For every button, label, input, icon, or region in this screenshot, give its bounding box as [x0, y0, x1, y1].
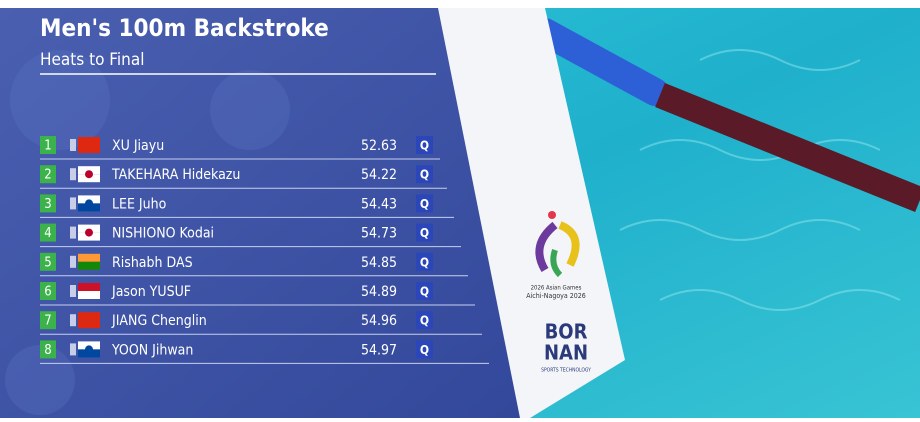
sponsor-tagline: SPORTS TECHNOLOGY	[541, 368, 591, 374]
qualifier: Q	[420, 255, 429, 269]
country-code	[70, 226, 76, 239]
games-logo-line2: Aichi-Nagoya 2026	[526, 292, 586, 300]
lane-rope-red	[655, 82, 920, 213]
sponsor-line1: BOR	[545, 320, 588, 344]
water-ripples	[619, 49, 901, 311]
athlete-name: JIANG Chenglin	[111, 313, 207, 329]
time: 54.97	[361, 342, 397, 358]
time: 54.73	[361, 226, 397, 242]
qualifier-box	[416, 311, 433, 330]
qualifier-box	[416, 165, 433, 184]
country-code	[70, 343, 76, 356]
flag-emblem	[85, 170, 93, 179]
time: 54.22	[361, 167, 397, 183]
results-list: 1 XU Jiayu 52.63 Q2 TAKEHARA Hidekazu 54.22 Q3…	[40, 136, 489, 364]
country-code	[70, 197, 76, 210]
rank-box	[40, 136, 56, 154]
rank: 4	[44, 226, 51, 241]
subtitle: Heats to Final	[40, 50, 144, 70]
rank-box	[40, 165, 56, 184]
country-code	[70, 168, 76, 181]
sponsor-logo: BOR NAN SPORTS TECHNOLOGY	[541, 320, 591, 374]
time: 52.63	[361, 138, 397, 154]
qualifier: Q	[420, 285, 429, 299]
flag-top	[78, 312, 100, 321]
rank: 1	[44, 139, 51, 154]
qualifier: Q	[420, 139, 429, 153]
result-row: 1 XU Jiayu 52.63 Q	[40, 136, 440, 160]
qualifier-box	[416, 340, 433, 359]
qualifier: Q	[420, 197, 429, 211]
result-row: 6 Jason YUSUF 54.89 Q	[40, 282, 475, 306]
rank-box	[40, 282, 56, 300]
flag-emblem	[85, 345, 93, 354]
result-row: 5 Rishabh DAS 54.85 Q	[40, 252, 468, 277]
time: 54.96	[361, 313, 397, 329]
time: 54.43	[361, 196, 397, 212]
panel-pattern	[5, 50, 290, 415]
flag-top	[78, 283, 100, 291]
athlete-name: Rishabh DAS	[112, 255, 193, 271]
athlete-name: TAKEHARA Hidekazu	[111, 167, 240, 183]
time: 54.89	[361, 284, 397, 300]
rank-box	[40, 311, 56, 330]
country-code	[70, 139, 76, 151]
athlete-name: YOON Jihwan	[111, 342, 193, 358]
flag-emblem	[85, 228, 93, 237]
flag-top	[78, 137, 100, 145]
rank-box	[40, 340, 56, 359]
rank: 6	[44, 285, 51, 300]
rank: 8	[44, 343, 51, 358]
athlete-name: Jason YUSUF	[111, 284, 191, 300]
results-panel	[0, 8, 520, 418]
athlete-name: XU Jiayu	[112, 138, 164, 154]
games-logo: 2026 Asian Games Aichi-Nagoya 2026	[526, 211, 586, 300]
qualifier-box	[416, 136, 433, 154]
rank: 2	[44, 168, 51, 183]
rank-box	[40, 223, 56, 242]
athlete-name: NISHIONO Kodai	[112, 226, 214, 242]
time: 54.85	[361, 255, 397, 271]
qualifier: Q	[420, 226, 429, 240]
flag-top	[78, 253, 100, 262]
rank: 5	[44, 255, 51, 270]
flag-bottom	[78, 261, 100, 270]
flag-bottom	[78, 145, 100, 153]
athlete-name: LEE Juho	[112, 196, 167, 212]
result-row: 7 JIANG Chenglin 54.96 Q	[40, 311, 482, 335]
qualifier: Q	[420, 343, 429, 357]
country-code	[70, 314, 76, 327]
qualifier-box	[416, 194, 433, 213]
result-row: 3 LEE Juho 54.43 Q	[40, 194, 454, 218]
qualifier: Q	[420, 314, 429, 328]
flag-emblem	[85, 199, 93, 208]
result-row: 8 YOON Jihwan 54.97 Q	[40, 340, 489, 364]
rank-box	[40, 194, 56, 213]
qualifier-box	[416, 252, 433, 271]
country-code	[70, 285, 76, 297]
lane-rope-blue	[531, 18, 669, 106]
rank-box	[40, 252, 56, 271]
rank: 3	[44, 197, 51, 212]
flag-bottom	[78, 320, 100, 329]
result-row: 2 TAKEHARA Hidekazu 54.22 Q	[40, 165, 447, 189]
sponsor-line2: NAN	[544, 341, 588, 365]
flag-bottom	[78, 291, 100, 299]
rank: 7	[44, 314, 51, 329]
qualifier-box	[416, 282, 433, 300]
result-row: 4 NISHIONO Kodai 54.73 Q	[40, 223, 461, 248]
qualifier-box	[416, 223, 433, 242]
country-code	[70, 255, 76, 268]
title: Men's 100m Backstroke	[40, 14, 329, 42]
games-logo-line1: 2026 Asian Games	[531, 285, 582, 292]
qualifier: Q	[420, 168, 429, 182]
